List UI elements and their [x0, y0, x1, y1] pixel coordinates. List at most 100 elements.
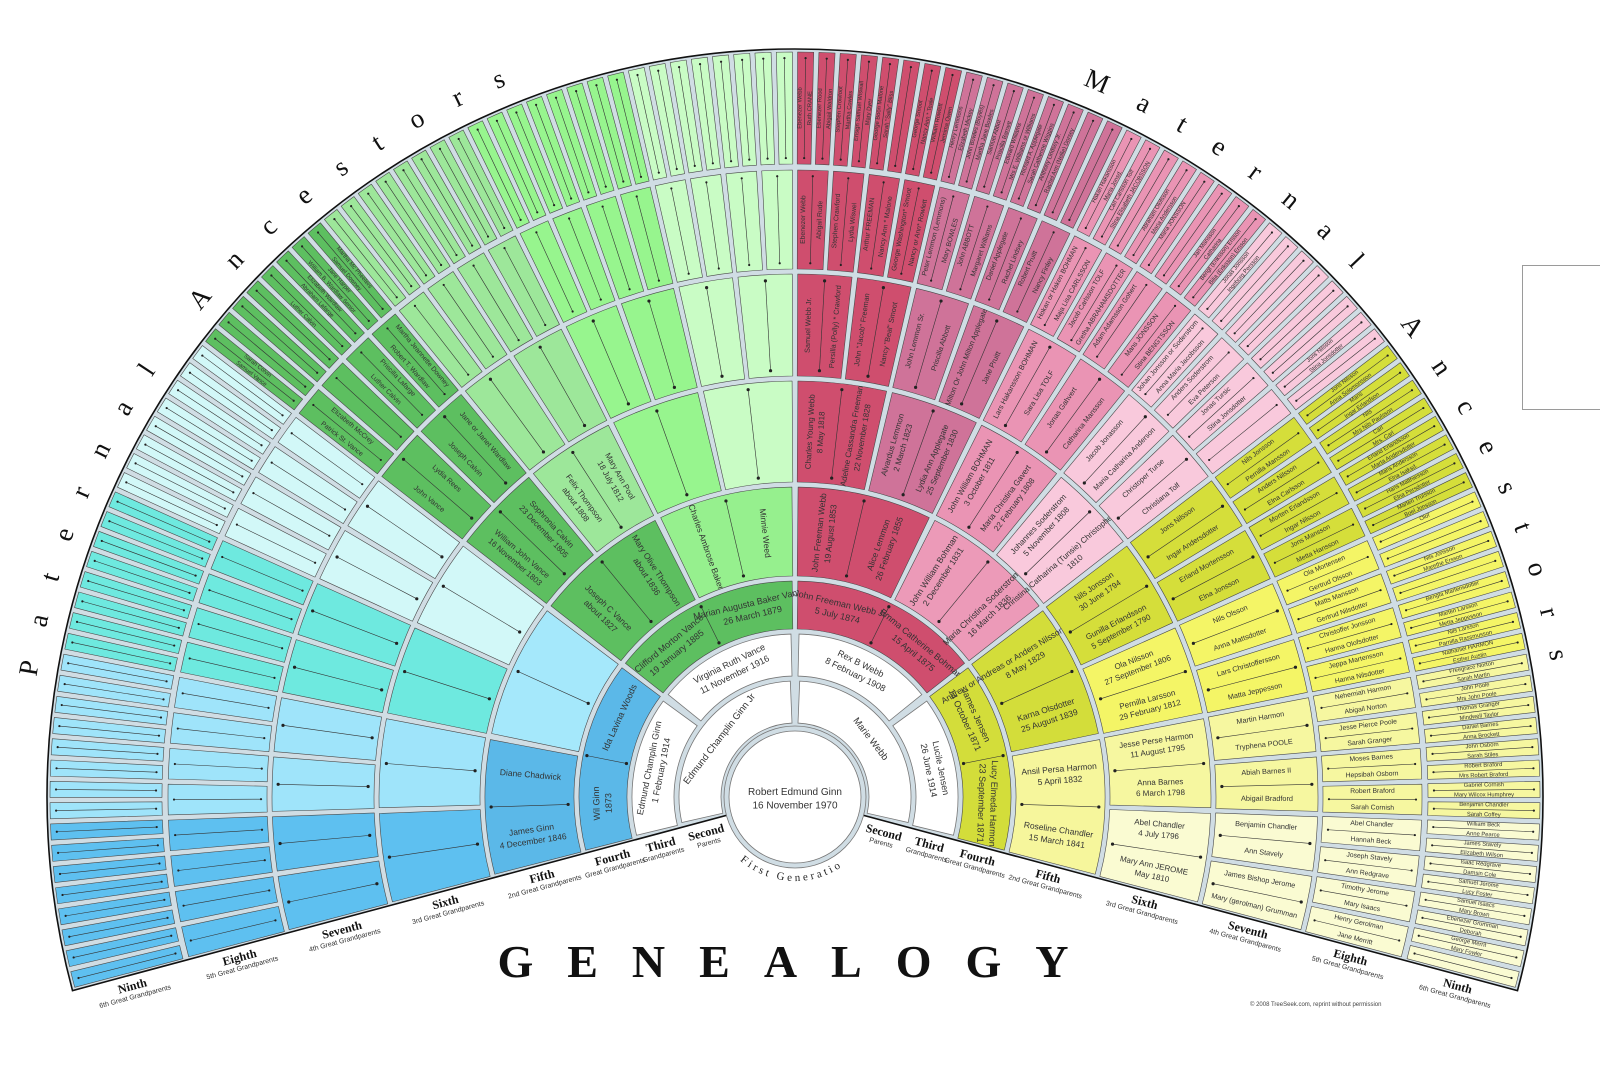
ancestor-box-blue-gen8[interactable] [224, 507, 327, 578]
ancestor-box-yellow-gen9[interactable] [1408, 612, 1521, 654]
ancestor-box-blue-gen9[interactable] [49, 781, 163, 798]
ancestor-box-green-gen9[interactable] [607, 71, 650, 185]
ancestor-box-blue-gen9[interactable] [126, 453, 234, 518]
ancestor-box-red-gen7[interactable] [845, 277, 912, 387]
ancestor-box-yellow-gen9[interactable] [1426, 819, 1540, 841]
ancestor-box-blue-gen5[interactable] [484, 739, 582, 875]
ancestor-box-red-gen8[interactable] [857, 174, 900, 277]
ancestor-box-yellow-gen9[interactable] [1425, 738, 1540, 762]
ancestor-box-blue-gen6[interactable] [378, 718, 486, 809]
gen2-box[interactable] [678, 680, 793, 823]
ancestor-box-red-gen8[interactable] [887, 179, 936, 283]
ancestor-box-red-gen8[interactable] [1030, 235, 1103, 337]
ancestor-box-yellow-gen7[interactable] [1201, 860, 1313, 931]
ancestor-box-blue-gen9[interactable] [117, 472, 226, 535]
ancestor-box-blue-gen9[interactable] [74, 591, 187, 637]
ancestor-box-blue-gen9[interactable] [64, 633, 178, 672]
ancestor-box-yellow-gen6[interactable] [1045, 545, 1174, 666]
ancestor-box-red-gen9[interactable] [1010, 96, 1064, 207]
ancestor-box-yellow-gen8[interactable] [1320, 816, 1422, 852]
ancestor-box-blue-gen9[interactable] [100, 511, 211, 568]
ancestor-box-yellow-gen9[interactable] [1414, 909, 1529, 947]
ancestor-box-yellow-gen9[interactable] [1386, 531, 1497, 585]
ancestor-box-yellow-gen9[interactable] [1424, 717, 1538, 744]
ancestor-box-blue-gen8[interactable] [170, 712, 273, 752]
ancestor-box-red-gen9[interactable] [1043, 111, 1104, 221]
ancestor-box-green-gen6[interactable] [533, 424, 655, 553]
ancestor-box-yellow-gen8[interactable] [1321, 748, 1423, 783]
ancestor-box-blue-gen5[interactable] [491, 610, 619, 753]
ancestor-box-yellow-gen8[interactable] [1232, 446, 1332, 524]
ancestor-box-blue-gen9[interactable] [49, 801, 163, 820]
ancestor-box-red-gen8[interactable] [974, 207, 1038, 311]
ancestor-box-green-gen8[interactable] [725, 170, 763, 273]
ancestor-box-yellow-gen8[interactable] [1298, 607, 1402, 663]
ancestor-box-green-gen8[interactable] [552, 207, 616, 311]
ancestor-box-blue-gen6[interactable] [416, 545, 545, 666]
ancestor-box-green-gen9[interactable] [690, 56, 721, 171]
ancestor-box-blue-gen9[interactable] [49, 759, 164, 780]
ancestor-box-yellow-gen9[interactable] [1421, 695, 1536, 726]
ancestor-box-blue-gen6[interactable] [387, 627, 508, 734]
ancestor-box-red-gen9[interactable] [1108, 149, 1179, 255]
ancestor-box-yellow-gen9[interactable] [1426, 759, 1541, 780]
ancestor-box-yellow-gen8[interactable] [1276, 540, 1380, 606]
ancestor-box-blue-gen9[interactable] [58, 891, 172, 926]
ancestor-box-red-gen6[interactable] [796, 380, 887, 491]
ancestor-box-red-gen9[interactable] [975, 82, 1024, 195]
ancestor-box-green-gen4[interactable] [625, 580, 794, 694]
ancestor-box-green-gen9[interactable] [546, 89, 598, 201]
ancestor-box-yellow-gen6[interactable] [1082, 627, 1203, 734]
ancestor-box-blue-gen9[interactable] [108, 491, 218, 551]
ancestor-box-yellow-gen6[interactable] [1099, 809, 1211, 903]
ancestor-box-green-gen5[interactable] [550, 520, 696, 662]
root-box[interactable] [728, 730, 862, 864]
ancestor-box-red-gen7[interactable] [1098, 434, 1209, 540]
ancestor-box-blue-gen9[interactable] [146, 415, 252, 486]
ancestor-box-green-gen9[interactable] [429, 139, 498, 246]
ancestor-box-red-gen9[interactable] [940, 71, 983, 185]
ancestor-box-red-gen6[interactable] [868, 392, 977, 514]
ancestor-box-green-gen8[interactable] [427, 271, 508, 370]
ancestor-box-blue-gen9[interactable] [69, 612, 182, 654]
ancestor-box-blue-gen8[interactable] [167, 748, 269, 783]
ancestor-box-red-gen9[interactable] [887, 59, 921, 174]
ancestor-box-yellow-gen9[interactable] [1427, 781, 1541, 798]
ancestor-box-yellow-gen8[interactable] [1214, 417, 1313, 499]
gen3-box[interactable] [631, 700, 698, 836]
ancestor-box-red-gen8[interactable] [1002, 220, 1071, 323]
ancestor-box-blue-gen7[interactable] [282, 639, 394, 714]
ancestor-box-yellow-gen8[interactable] [1317, 712, 1420, 752]
ancestor-box-yellow-gen7[interactable] [1179, 583, 1293, 667]
ancestor-box-green-gen9[interactable] [467, 120, 530, 229]
ancestor-box-yellow-gen9[interactable] [1411, 927, 1525, 967]
ancestor-box-green-gen7[interactable] [565, 305, 652, 419]
ancestor-box-blue-gen9[interactable] [79, 571, 192, 619]
ancestor-box-red-gen9[interactable] [833, 53, 857, 167]
ancestor-box-green-gen8[interactable] [761, 169, 794, 271]
ancestor-box-green-gen8[interactable] [690, 174, 733, 277]
ancestor-box-blue-gen9[interactable] [51, 837, 165, 862]
ancestor-box-red-gen5[interactable] [796, 486, 930, 599]
ancestor-box-yellow-gen8[interactable] [1288, 573, 1392, 634]
ancestor-box-blue-gen7[interactable] [319, 530, 434, 622]
ancestor-box-yellow-gen7[interactable] [1156, 530, 1271, 622]
gen3-box[interactable] [667, 633, 793, 722]
ancestor-box-red-gen7[interactable] [982, 328, 1077, 443]
ancestor-box-yellow-gen9[interactable] [1392, 551, 1504, 602]
ancestor-box-red-gen9[interactable] [1026, 103, 1084, 214]
ancestor-box-green-gen9[interactable] [775, 51, 794, 165]
ancestor-box-green-gen7[interactable] [465, 358, 566, 471]
ancestor-box-red-gen9[interactable] [922, 67, 962, 181]
ancestor-box-green-gen8[interactable] [654, 179, 703, 283]
ancestor-box-yellow-gen9[interactable] [1412, 633, 1526, 672]
ancestor-box-blue-gen9[interactable] [50, 819, 164, 841]
ancestor-box-red-gen4[interactable] [796, 580, 965, 694]
ancestor-box-yellow-gen4[interactable] [929, 667, 1012, 851]
ancestor-box-yellow-gen9[interactable] [1418, 891, 1532, 926]
ancestor-box-yellow-gen5[interactable] [971, 610, 1099, 753]
ancestor-box-blue-gen7[interactable] [272, 812, 379, 872]
gen3-box[interactable] [797, 633, 923, 722]
ancestor-box-yellow-gen9[interactable] [1427, 801, 1541, 820]
ancestor-box-green-gen9[interactable] [754, 52, 775, 166]
